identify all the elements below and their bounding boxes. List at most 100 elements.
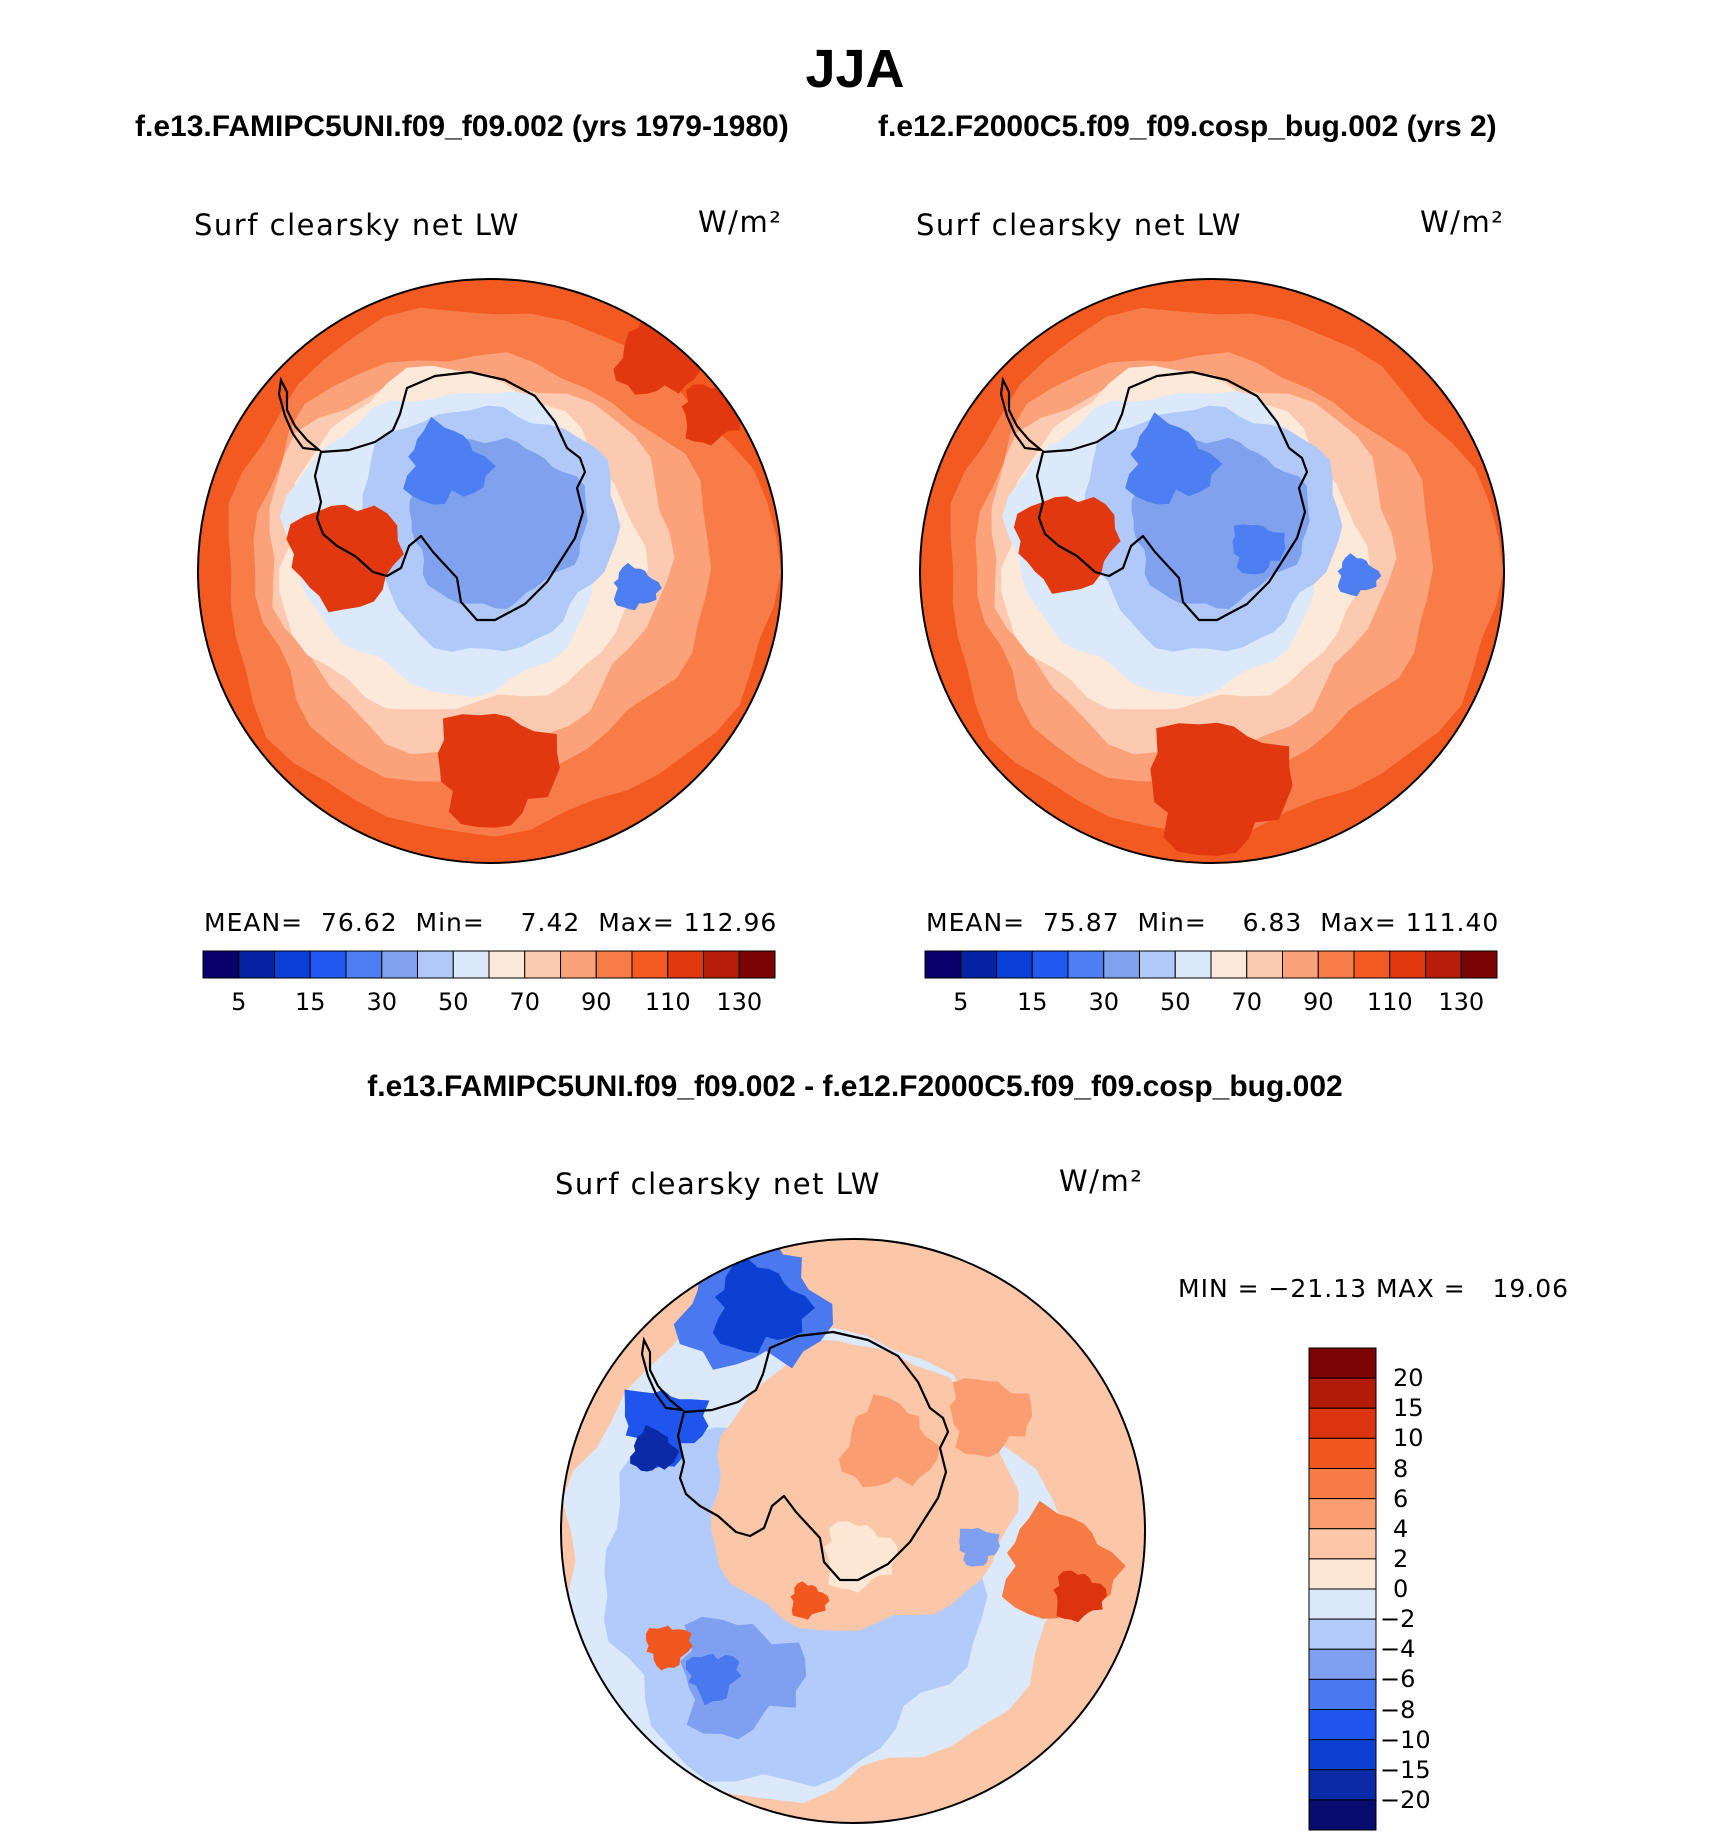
colorbar-tick-label: −10: [1380, 1725, 1431, 1754]
colorbar-box-11: [1282, 950, 1319, 979]
colorbar-box-4: [309, 950, 347, 979]
panel3-map: [560, 1238, 1146, 1824]
figure-title: JJA: [805, 39, 905, 99]
colorbar-tick-label: −6: [1380, 1665, 1416, 1694]
colorbar-box-10: [1308, 1618, 1377, 1650]
panel2-colorbar-ticks: 5 15 30 50 70 90 110 130: [925, 988, 1497, 1018]
colorbar-tick-label: 30: [366, 988, 398, 1016]
colorbar-tick-label: 70: [1231, 988, 1263, 1016]
colorbar-box-10: [524, 950, 561, 979]
colorbar-box-9: [1210, 950, 1248, 979]
panel1-units: W/m²: [698, 205, 783, 239]
colorbar-tick-label: 20: [1393, 1364, 1424, 1393]
colorbar-box-1: [202, 950, 240, 979]
antarctica-coastline: [676, 1330, 950, 1582]
contour-spot-6: [686, 1653, 742, 1706]
panel2-colorbar: [924, 950, 1498, 979]
panel3-minmax: MIN = −21.13 MAX = 19.06: [1178, 1274, 1570, 1303]
colorbar-box-6: [1308, 1498, 1377, 1530]
panel2-min-value: 6.83: [1242, 908, 1303, 937]
colorbar-box-16: [738, 950, 776, 979]
colorbar-tick-label: 5: [231, 988, 247, 1016]
contour-spot-3: [437, 713, 560, 828]
colorbar-tick-label: 15: [1016, 988, 1048, 1016]
colorbar-tick-label: 110: [1366, 988, 1413, 1016]
panel1-mean-label: MEAN=: [204, 908, 304, 937]
colorbar-box-7: [417, 950, 454, 979]
colorbar-tick-label: 90: [1302, 988, 1334, 1016]
colorbar-tick-label: 8: [1393, 1454, 1409, 1483]
contour-spot-5: [680, 1616, 807, 1740]
panel2-max-label: Max=: [1320, 908, 1397, 937]
colorbar-box-15: [703, 950, 740, 979]
colorbar-box-8: [452, 950, 490, 979]
contour-spot-8: [645, 1625, 693, 1671]
colorbar-box-12: [1317, 950, 1355, 979]
antarctica-coastline: [313, 370, 587, 622]
contour-spot-14: [959, 1527, 1000, 1567]
colorbar-tick-label: 30: [1088, 988, 1120, 1016]
panel1-colorbar-ticks: 5 15 30 50 70 90 110 130: [203, 988, 775, 1018]
colorbar-box-2: [960, 950, 997, 979]
colorbar-box-5: [345, 950, 383, 979]
contour-spot-13: [823, 1521, 898, 1593]
colorbar-box-13: [1308, 1709, 1377, 1741]
colorbar-box-12: [1308, 1678, 1377, 1710]
panel2-max-value: 111.40: [1405, 908, 1500, 937]
colorbar-box-3: [996, 950, 1033, 979]
colorbar-tick-label: −20: [1380, 1785, 1431, 1814]
peninsula-coastline: [999, 376, 1045, 452]
panel2-mean-value: 75.87: [1043, 908, 1120, 937]
antarctica-coastline: [1035, 370, 1309, 622]
panel3-units: W/m²: [1059, 1164, 1144, 1198]
colorbar-tick-label: 4: [1393, 1514, 1409, 1543]
colorbar-box-7: [1308, 1528, 1377, 1560]
colorbar-box-1: [924, 950, 962, 979]
colorbar-box-5: [1308, 1468, 1377, 1500]
panel1-min-value: 7.42: [520, 908, 581, 937]
colorbar-box-9: [488, 950, 526, 979]
panel1-title: Surf clearsky net LW: [194, 208, 520, 242]
colorbar-tick-label: −4: [1380, 1635, 1416, 1664]
contour-spot-7: [790, 1581, 830, 1620]
map-field: [920, 279, 1504, 863]
contour-spot-4: [630, 1425, 680, 1472]
colorbar-tick-label: −15: [1380, 1755, 1431, 1784]
colorbar-box-14: [667, 950, 704, 979]
right-case-subtitle: f.e12.F2000C5.f09_f09.cosp_bug.002 (yrs …: [878, 110, 1497, 143]
panel1-map: [197, 278, 783, 864]
panel3-colorbar-ticks: 20 15 10 8 6 4 2 0 −2 −4 −6 −8 −10 −15 −20: [1380, 1348, 1508, 1830]
colorbar-box-12: [595, 950, 633, 979]
contour-spot-4: [1232, 524, 1286, 575]
colorbar-box-13: [631, 950, 669, 979]
panel2-mean-label: MEAN=: [926, 908, 1026, 937]
panel3-colorbar: [1308, 1347, 1377, 1831]
panel1-colorbar: [202, 950, 776, 979]
colorbar-tick-label: 50: [1159, 988, 1191, 1016]
panel2-stats: MEAN= 75.87 Min= 6.83 Max= 111.40: [926, 908, 1499, 937]
contour-spot-4: [286, 504, 404, 613]
colorbar-tick-label: 15: [294, 988, 326, 1016]
colorbar-box-3: [274, 950, 311, 979]
panel2-units: W/m²: [1420, 205, 1505, 239]
colorbar-tick-label: 6: [1393, 1484, 1409, 1513]
colorbar-tick-label: 2: [1393, 1544, 1409, 1573]
contour-spot-12: [838, 1394, 940, 1488]
contour-spot-1: [1150, 722, 1293, 856]
colorbar-box-6: [1103, 950, 1140, 979]
colorbar-tick-label: 130: [716, 988, 763, 1016]
left-case-subtitle: f.e13.FAMIPC5UNI.f09_f09.002 (yrs 1979-1…: [135, 110, 789, 143]
contour-spot-10: [1053, 1570, 1107, 1623]
colorbar-box-8: [1308, 1558, 1377, 1590]
panel1-stats: MEAN= 76.62 Min= 7.42 Max= 112.96: [204, 908, 777, 937]
colorbar-box-13: [1353, 950, 1391, 979]
colorbar-box-8: [1174, 950, 1212, 979]
colorbar-box-2: [1308, 1377, 1377, 1409]
difference-title: f.e13.FAMIPC5UNI.f09_f09.002 - f.e12.F20…: [367, 1070, 1343, 1103]
colorbar-tick-label: −8: [1380, 1695, 1416, 1724]
contour-spot-2: [712, 1254, 815, 1354]
map-field: [198, 279, 782, 863]
map-boundary: [560, 1238, 1146, 1824]
colorbar-box-9: [1308, 1588, 1377, 1620]
colorbar-box-11: [560, 950, 597, 979]
